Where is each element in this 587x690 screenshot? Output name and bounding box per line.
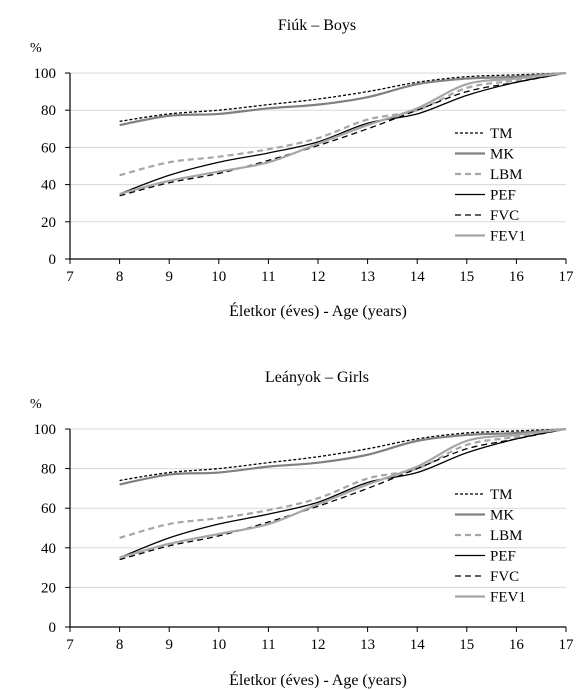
series-line-fev1: [119, 71, 567, 195]
legend-label: MK: [490, 147, 514, 163]
x-tick-label: 16: [509, 269, 525, 285]
series-line-mk: [119, 427, 567, 486]
series-line-tm: [119, 72, 567, 123]
x-tick-label: 10: [211, 637, 226, 653]
series-line-fev1: [119, 427, 567, 559]
legend-label: MK: [490, 508, 514, 524]
legend-label: TM: [490, 487, 513, 503]
x-tick-label: 10: [211, 269, 226, 285]
y-tick-label: 80: [41, 462, 56, 478]
legend-label: LBM: [490, 528, 523, 544]
legend: TM MK LBM PEF FVC FEV1: [455, 487, 526, 606]
chart-title: Fiúk – Boys: [278, 17, 356, 34]
legend-label: FVC: [490, 569, 519, 585]
y-tick-label: 0: [49, 620, 57, 636]
series-line-fvc: [119, 72, 567, 197]
x-tick-label: 11: [261, 269, 275, 285]
y-tick-label: 40: [41, 178, 56, 194]
y-tick-label: 80: [41, 103, 56, 119]
legend-label: FEV1: [490, 590, 526, 606]
x-tick-label: 8: [116, 637, 124, 653]
legend-label: PEF: [490, 188, 516, 204]
legend-label: LBM: [490, 167, 523, 183]
x-tick-label: 8: [116, 269, 124, 285]
chart-title: Leányok – Girls: [265, 369, 369, 386]
x-tick-label: 7: [66, 269, 74, 285]
y-tick-label: 60: [41, 501, 56, 517]
x-tick-label: 9: [165, 269, 173, 285]
x-tick-label: 7: [66, 637, 74, 653]
x-tick-label: 13: [360, 269, 375, 285]
legend-label: FEV1: [490, 229, 526, 245]
series-line-fvc: [119, 428, 567, 561]
x-tick-label: 15: [459, 637, 474, 653]
x-tick-label: 12: [311, 269, 326, 285]
series-line-pef: [119, 72, 567, 195]
series-line-lbm: [119, 71, 567, 177]
x-tick-label: 11: [261, 637, 275, 653]
x-axis-label: Életkor (éves) - Age (years): [229, 670, 407, 689]
x-axis-label: Életkor (éves) - Age (years): [229, 301, 407, 320]
series-line-mk: [119, 71, 567, 127]
x-tick-label: 13: [360, 637, 375, 653]
x-tick-label: 16: [509, 637, 525, 653]
y-tick-label: 60: [41, 140, 56, 156]
chart-boys: Fiúk – Boys % Életkor (éves) - Age (year…: [30, 17, 574, 320]
y-tick-label: 20: [41, 580, 56, 596]
y-tick-label: 100: [34, 66, 57, 82]
legend: TM MK LBM PEF FVC FEV1: [455, 126, 526, 245]
y-tick-label: 0: [49, 252, 57, 268]
x-tick-label: 12: [311, 637, 326, 653]
legend-label: TM: [490, 126, 513, 142]
y-tick-label: 40: [41, 541, 56, 557]
x-tick-label: 17: [559, 637, 575, 653]
chart-girls: Leányok – Girls % Életkor (éves) - Age (…: [30, 369, 574, 689]
y-tick-label: 100: [34, 422, 57, 438]
series-line-tm: [119, 428, 567, 482]
y-axis-unit: %: [30, 397, 42, 412]
y-tick-label: 20: [41, 215, 56, 231]
legend-label: PEF: [490, 549, 516, 565]
legend-label: FVC: [490, 208, 519, 224]
series-line-pef: [119, 428, 567, 559]
y-axis-unit: %: [30, 41, 42, 56]
x-tick-label: 17: [559, 269, 575, 285]
x-tick-label: 9: [165, 637, 173, 653]
x-tick-label: 14: [410, 269, 426, 285]
x-tick-label: 14: [410, 637, 426, 653]
x-tick-label: 15: [459, 269, 474, 285]
